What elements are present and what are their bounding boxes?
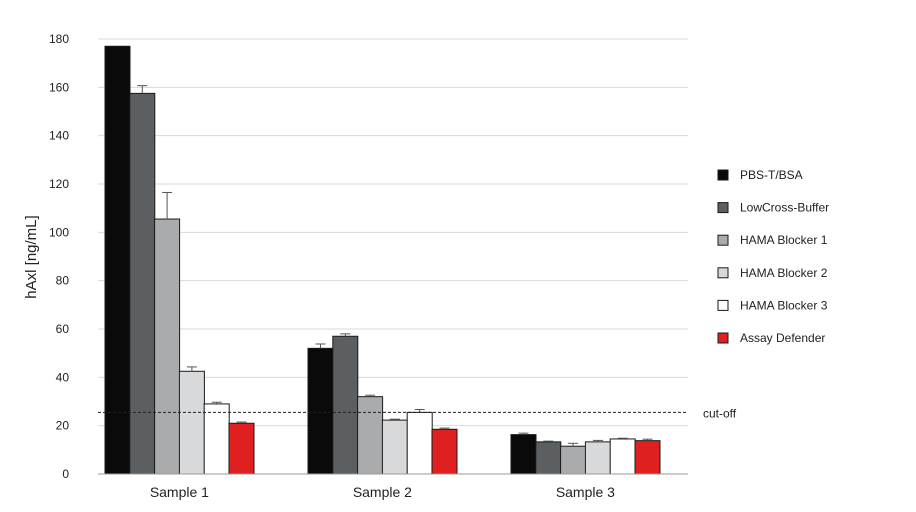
bar xyxy=(609,438,636,475)
legend-swatch xyxy=(717,332,729,344)
bar xyxy=(431,428,458,475)
y-tick-label: 180 xyxy=(49,32,69,46)
y-axis-ticks: 0 20 40 60 80 100 120 140 160 180 xyxy=(49,32,69,481)
x-axis-ticks: Sample 1 Sample 2 Sample 3 xyxy=(150,484,615,500)
legend-swatch xyxy=(717,202,729,214)
bar xyxy=(510,434,537,475)
y-tick-label: 160 xyxy=(49,80,69,94)
y-axis-label: hAxl [ng/mL] xyxy=(23,215,40,298)
bar xyxy=(228,422,255,475)
y-tick-label: 20 xyxy=(56,419,70,433)
bar xyxy=(381,419,408,475)
legend-swatch xyxy=(717,267,729,279)
bars xyxy=(104,45,661,475)
bar xyxy=(332,335,359,475)
bar xyxy=(154,218,181,475)
y-tick-label: 60 xyxy=(56,322,70,336)
x-tick-label: Sample 3 xyxy=(556,484,615,500)
legend-label: HAMA Blocker 3 xyxy=(740,298,828,312)
legend-label: LowCross-Buffer xyxy=(740,201,829,215)
bar xyxy=(584,441,611,475)
bar xyxy=(406,411,433,475)
x-tick-label: Sample 1 xyxy=(150,484,209,500)
y-tick-label: 40 xyxy=(56,370,70,384)
y-tick-label: 80 xyxy=(56,274,70,288)
bar xyxy=(560,445,587,475)
bar xyxy=(104,45,131,475)
cutoff-label: cut-off xyxy=(703,406,737,420)
legend-swatch xyxy=(717,169,729,181)
legend-label: PBS-T/BSA xyxy=(740,168,803,182)
y-tick-label: 140 xyxy=(49,129,69,143)
bar xyxy=(634,440,661,475)
bar xyxy=(535,441,562,475)
y-tick-label: 0 xyxy=(62,467,69,481)
bar xyxy=(357,396,384,475)
legend-label: HAMA Blocker 1 xyxy=(740,233,828,247)
bar xyxy=(178,370,205,475)
legend-swatch xyxy=(717,234,729,246)
gridlines xyxy=(98,38,688,427)
x-tick-label: Sample 2 xyxy=(353,484,412,500)
legend-swatch xyxy=(717,299,729,311)
y-tick-label: 120 xyxy=(49,177,69,191)
bar xyxy=(307,347,334,475)
bar xyxy=(203,403,230,475)
y-tick-label: 100 xyxy=(49,225,69,239)
legend: PBS-T/BSA LowCross-Buffer HAMA Blocker 1 HA… xyxy=(717,168,829,345)
bar xyxy=(129,92,156,475)
legend-label: HAMA Blocker 2 xyxy=(740,266,828,280)
legend-label: Assay Defender xyxy=(740,331,825,345)
